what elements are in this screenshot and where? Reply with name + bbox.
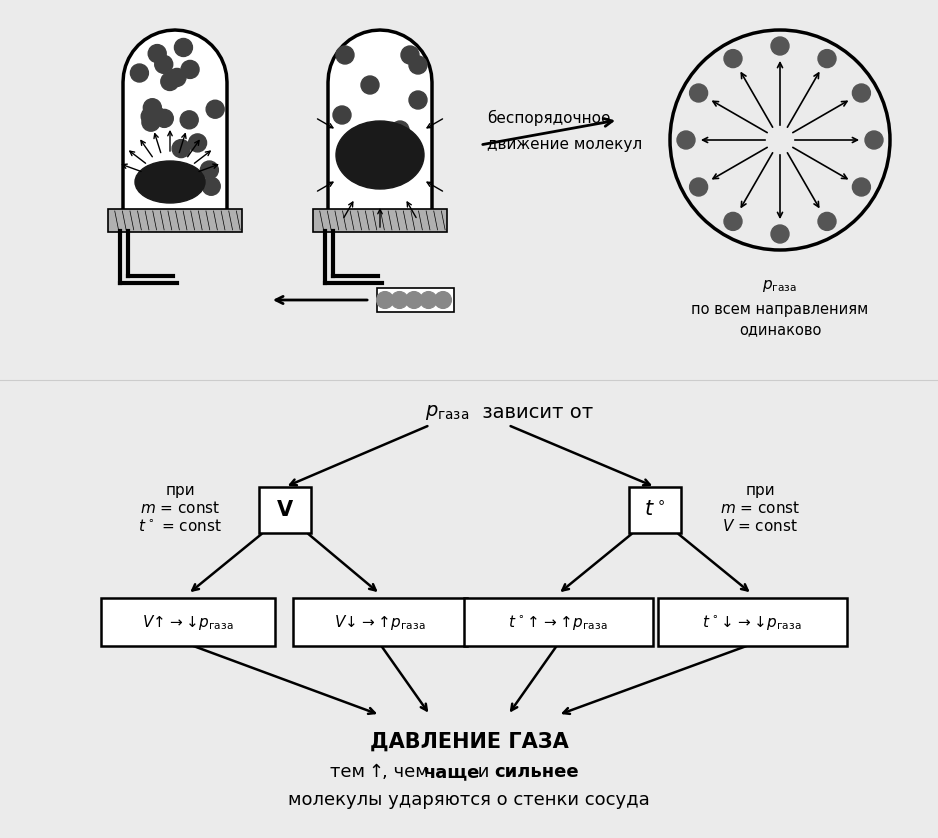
Circle shape	[405, 292, 422, 308]
FancyBboxPatch shape	[259, 487, 311, 533]
PathPatch shape	[328, 30, 432, 210]
Circle shape	[689, 84, 707, 102]
Circle shape	[333, 106, 351, 124]
Circle shape	[181, 60, 199, 79]
Text: тем: тем	[330, 763, 371, 781]
Text: $t^\circ\!\uparrow\!\rightarrow\!\uparrow\! p_{\rm газа}$: $t^\circ\!\uparrow\!\rightarrow\!\uparro…	[508, 613, 608, 632]
Circle shape	[865, 131, 883, 149]
Text: $V\!\uparrow\!\rightarrow\!\downarrow\! p_{\rm газа}$: $V\!\uparrow\!\rightarrow\!\downarrow\! …	[143, 613, 234, 632]
Text: и: и	[472, 763, 495, 781]
Circle shape	[818, 49, 836, 68]
Circle shape	[148, 44, 166, 63]
FancyBboxPatch shape	[312, 209, 447, 232]
Ellipse shape	[135, 161, 205, 203]
Circle shape	[409, 91, 427, 109]
Circle shape	[172, 140, 190, 158]
Circle shape	[206, 101, 224, 118]
Circle shape	[144, 99, 161, 116]
Text: одинаково: одинаково	[739, 322, 821, 337]
Circle shape	[409, 56, 427, 74]
Circle shape	[346, 136, 364, 154]
Circle shape	[724, 49, 742, 68]
Circle shape	[189, 134, 206, 152]
Circle shape	[361, 76, 379, 94]
Text: зависит от: зависит от	[476, 402, 593, 422]
Circle shape	[376, 292, 394, 308]
Text: $t^\circ\!\downarrow\!\rightarrow\!\downarrow\! p_{\rm газа}$: $t^\circ\!\downarrow\!\rightarrow\!\down…	[703, 613, 802, 632]
Text: чаще: чаще	[424, 763, 480, 781]
Circle shape	[201, 161, 219, 179]
Circle shape	[166, 170, 184, 189]
Text: $p_{\rm газа}$: $p_{\rm газа}$	[425, 402, 469, 422]
Text: по всем направлениям: по всем направлениям	[691, 302, 869, 317]
Circle shape	[336, 46, 354, 64]
Circle shape	[180, 111, 198, 129]
Circle shape	[818, 212, 836, 230]
Circle shape	[155, 55, 173, 73]
Text: $V$ = const: $V$ = const	[722, 518, 798, 534]
Circle shape	[853, 178, 870, 196]
Circle shape	[677, 131, 695, 149]
Circle shape	[420, 292, 437, 308]
Circle shape	[156, 171, 174, 189]
Circle shape	[130, 64, 148, 82]
Text: $m$ = const: $m$ = const	[719, 500, 800, 516]
Circle shape	[142, 113, 159, 132]
Circle shape	[142, 107, 159, 126]
Circle shape	[434, 292, 451, 308]
PathPatch shape	[123, 30, 227, 210]
Circle shape	[203, 178, 220, 195]
Circle shape	[156, 110, 174, 127]
FancyBboxPatch shape	[463, 598, 653, 646]
Text: движение молекул: движение молекул	[487, 137, 643, 153]
FancyBboxPatch shape	[293, 598, 467, 646]
Text: сильнее: сильнее	[494, 763, 579, 781]
Text: беспорядочное: беспорядочное	[487, 110, 611, 126]
FancyBboxPatch shape	[629, 487, 681, 533]
Text: $m$ = const: $m$ = const	[140, 500, 220, 516]
Circle shape	[160, 72, 179, 91]
Text: ДАВЛЕНИЕ ГАЗА: ДАВЛЕНИЕ ГАЗА	[370, 732, 568, 752]
Text: $V\!\downarrow\!\rightarrow\!\uparrow\! p_{\rm газа}$: $V\!\downarrow\!\rightarrow\!\uparrow\! …	[334, 613, 426, 632]
Text: V: V	[277, 500, 293, 520]
Circle shape	[391, 121, 409, 139]
FancyBboxPatch shape	[108, 209, 242, 232]
FancyBboxPatch shape	[377, 288, 454, 312]
Circle shape	[724, 212, 742, 230]
Text: $\uparrow$: $\uparrow$	[365, 763, 382, 781]
Circle shape	[853, 84, 870, 102]
Circle shape	[771, 37, 789, 55]
Circle shape	[401, 46, 419, 64]
Text: $p_{\rm газа}$: $p_{\rm газа}$	[763, 278, 797, 294]
Circle shape	[689, 178, 707, 196]
Circle shape	[168, 69, 186, 86]
Text: $t^\circ$ = const: $t^\circ$ = const	[138, 518, 222, 534]
Text: при: при	[165, 483, 195, 498]
Circle shape	[146, 106, 164, 124]
Ellipse shape	[336, 121, 424, 189]
Text: , чем: , чем	[382, 763, 434, 781]
Circle shape	[771, 225, 789, 243]
FancyBboxPatch shape	[658, 598, 846, 646]
Circle shape	[391, 292, 408, 308]
Circle shape	[174, 39, 192, 56]
Text: $t^\circ$: $t^\circ$	[644, 500, 666, 520]
FancyBboxPatch shape	[101, 598, 275, 646]
Text: молекулы ударяются о стенки сосуда: молекулы ударяются о стенки сосуда	[288, 791, 650, 809]
Text: при: при	[745, 483, 775, 498]
